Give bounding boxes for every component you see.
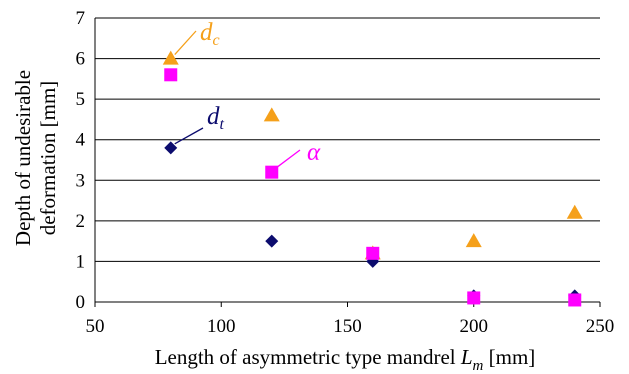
annotation-label-1: dt xyxy=(207,103,225,133)
annotation-symbol: d xyxy=(207,103,220,130)
x-tick-label: 100 xyxy=(207,316,236,337)
y-axis-title-line1: Depth of undesirable xyxy=(11,70,35,246)
y-tick-label: 4 xyxy=(76,130,86,151)
x-axis-title-text: Length of asymmetric type mandrel xyxy=(155,345,461,369)
y-axis-title-line2: deformation [mm] xyxy=(36,81,60,236)
diamond-point-1-0 xyxy=(164,141,178,155)
data-points xyxy=(162,50,583,307)
x-axis-title-unit: [mm] xyxy=(483,345,535,369)
diamond-point-1-1 xyxy=(265,234,279,248)
x-axis-ticks: 50 100 150 200 250 xyxy=(86,302,615,337)
annotation-label-2: α xyxy=(307,139,321,166)
annotation-leader-1 xyxy=(174,127,204,145)
y-tick-label: 2 xyxy=(76,211,86,232)
annotation-subscript: c xyxy=(213,32,220,49)
x-tick-label: 200 xyxy=(460,316,489,337)
x-tick-label: 50 xyxy=(86,316,105,337)
annotation-subscript: t xyxy=(220,116,225,133)
x-axis-title-var: L xyxy=(460,345,473,369)
annotation-leader-0 xyxy=(174,30,197,56)
y-tick-label: 7 xyxy=(76,8,86,29)
square-point-2-4 xyxy=(568,293,582,307)
y-axis-ticks: 0 1 2 3 4 5 6 7 xyxy=(76,8,86,313)
x-axis-title-var-sub: m xyxy=(473,358,484,374)
annotation-leader-2 xyxy=(275,149,301,169)
square-point-2-3 xyxy=(467,291,481,305)
y-tick-label: 1 xyxy=(76,251,86,272)
y-tick-label: 6 xyxy=(76,49,86,70)
square-point-2-0 xyxy=(164,68,178,82)
triangle-point-0-0 xyxy=(162,50,179,65)
x-axis-title: Length of asymmetric type mandrel Lm [mm… xyxy=(155,345,536,374)
annotation-symbol: d xyxy=(200,19,213,46)
square-point-2-1 xyxy=(265,165,279,179)
triangle-point-0-3 xyxy=(465,233,482,248)
y-tick-label: 3 xyxy=(76,170,86,191)
annotation-label-0: dc xyxy=(200,19,220,49)
triangle-point-0-1 xyxy=(263,107,280,122)
y-tick-label: 5 xyxy=(76,89,86,110)
triangle-point-0-4 xyxy=(566,204,583,219)
x-tick-label: 150 xyxy=(333,316,362,337)
y-tick-label: 0 xyxy=(76,292,86,313)
diamond-point-1-2 xyxy=(366,254,380,268)
square-point-2-2 xyxy=(366,246,380,260)
x-tick-label: 250 xyxy=(586,316,615,337)
annotation-symbol: α xyxy=(307,139,321,166)
